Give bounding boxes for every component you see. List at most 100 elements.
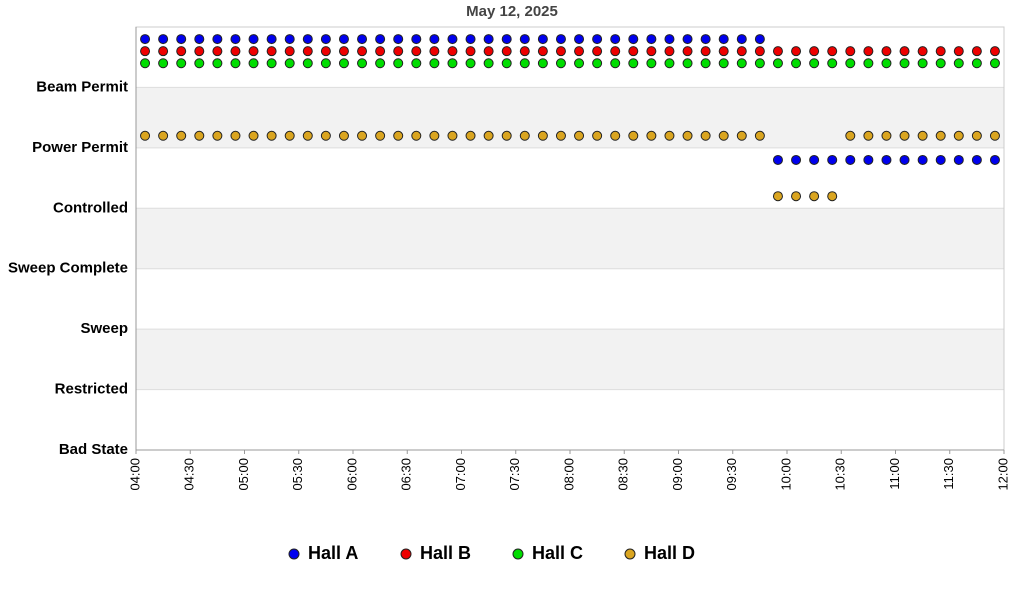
- point: [863, 130, 874, 141]
- point: [357, 58, 368, 69]
- y-tick-label: Beam Permit: [36, 78, 128, 95]
- point: [700, 46, 711, 57]
- point: [140, 34, 151, 45]
- point: [176, 34, 187, 45]
- point: [176, 46, 187, 57]
- point: [845, 58, 856, 69]
- point: [917, 46, 928, 57]
- point: [393, 34, 404, 45]
- point: [610, 130, 621, 141]
- x-tick-label: 05:00: [236, 458, 251, 491]
- point: [284, 130, 295, 141]
- point: [754, 58, 765, 69]
- x-tick-label: 10:00: [778, 458, 793, 491]
- point: [917, 154, 928, 165]
- point: [628, 34, 639, 45]
- point: [447, 34, 458, 45]
- x-tick-label: 09:30: [724, 458, 739, 491]
- legend-label: Hall C: [532, 543, 583, 563]
- point: [935, 130, 946, 141]
- point: [700, 58, 711, 69]
- point: [917, 58, 928, 69]
- point: [772, 154, 783, 165]
- point: [375, 34, 386, 45]
- point: [754, 46, 765, 57]
- point: [700, 130, 711, 141]
- point: [537, 46, 548, 57]
- point: [357, 130, 368, 141]
- point: [899, 58, 910, 69]
- y-tick-label: Controlled: [53, 199, 128, 216]
- point: [953, 58, 964, 69]
- legend-label: Hall A: [308, 543, 358, 563]
- point: [483, 34, 494, 45]
- point: [284, 46, 295, 57]
- point: [718, 34, 729, 45]
- point: [212, 46, 223, 57]
- point: [899, 46, 910, 57]
- point: [754, 34, 765, 45]
- point: [971, 46, 982, 57]
- point: [682, 34, 693, 45]
- point: [230, 34, 241, 45]
- point: [610, 58, 621, 69]
- point: [212, 130, 223, 141]
- band: [136, 87, 1004, 148]
- x-tick-label: 09:00: [670, 458, 685, 491]
- point: [555, 34, 566, 45]
- x-tick-label: 11:00: [887, 458, 902, 490]
- x-tick-label: 12:00: [995, 458, 1010, 491]
- point: [845, 130, 856, 141]
- y-tick-label: Sweep: [80, 320, 128, 337]
- point: [465, 130, 476, 141]
- point: [375, 130, 386, 141]
- point: [881, 130, 892, 141]
- point: [320, 34, 331, 45]
- point: [935, 154, 946, 165]
- point: [302, 46, 313, 57]
- point: [338, 58, 349, 69]
- point: [718, 58, 729, 69]
- point: [519, 34, 530, 45]
- point: [176, 58, 187, 69]
- point: [863, 58, 874, 69]
- point: [881, 154, 892, 165]
- point: [989, 46, 1000, 57]
- x-tick-label: 07:30: [507, 458, 522, 491]
- legend-marker: [288, 548, 300, 560]
- point: [754, 130, 765, 141]
- point: [483, 130, 494, 141]
- point: [971, 58, 982, 69]
- point: [537, 130, 548, 141]
- point: [320, 130, 331, 141]
- point: [592, 46, 603, 57]
- y-tick-label: Power Permit: [32, 139, 128, 156]
- point: [483, 46, 494, 57]
- point: [429, 58, 440, 69]
- point: [555, 130, 566, 141]
- point: [248, 58, 259, 69]
- point: [736, 34, 747, 45]
- point: [429, 46, 440, 57]
- point: [140, 130, 151, 141]
- point: [791, 154, 802, 165]
- point: [899, 154, 910, 165]
- point: [610, 34, 621, 45]
- point: [682, 46, 693, 57]
- x-tick-label: 04:00: [127, 458, 142, 491]
- point: [809, 191, 820, 202]
- point: [393, 130, 404, 141]
- point: [592, 58, 603, 69]
- point: [230, 58, 241, 69]
- point: [935, 46, 946, 57]
- point: [375, 46, 386, 57]
- point: [881, 46, 892, 57]
- point: [194, 130, 205, 141]
- point: [664, 46, 675, 57]
- point: [266, 46, 277, 57]
- point: [953, 154, 964, 165]
- point: [501, 46, 512, 57]
- point: [628, 130, 639, 141]
- point: [845, 154, 856, 165]
- point: [158, 130, 169, 141]
